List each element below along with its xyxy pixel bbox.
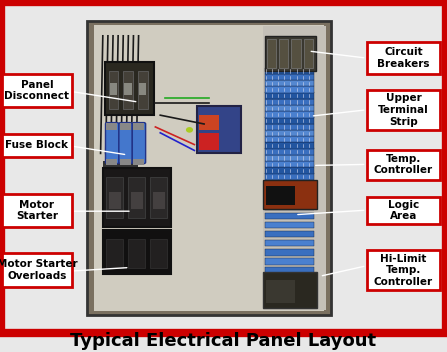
Bar [279, 39, 288, 68]
Bar [266, 186, 295, 205]
FancyBboxPatch shape [1, 2, 446, 333]
FancyBboxPatch shape [2, 134, 72, 157]
Bar [265, 99, 313, 105]
Bar [106, 159, 117, 165]
Bar [128, 239, 145, 268]
Bar [106, 177, 123, 218]
Bar [87, 21, 331, 315]
Bar [265, 258, 313, 265]
Text: Motor Starter
Overloads: Motor Starter Overloads [0, 259, 77, 281]
Bar [133, 159, 144, 165]
Bar [153, 191, 165, 209]
Bar [150, 239, 167, 268]
Bar [120, 159, 131, 165]
Bar [103, 230, 171, 274]
Bar [263, 272, 317, 308]
FancyBboxPatch shape [132, 122, 146, 164]
Bar [150, 177, 167, 218]
Text: Temp.
Controller: Temp. Controller [374, 154, 433, 175]
FancyBboxPatch shape [119, 122, 132, 164]
Bar [265, 86, 313, 93]
Bar [109, 71, 118, 109]
Bar [123, 71, 133, 109]
Bar [265, 161, 313, 168]
Bar [265, 130, 313, 136]
Bar [199, 133, 219, 150]
Bar [265, 222, 313, 228]
Text: Typical Electrical Panel Layout: Typical Electrical Panel Layout [71, 332, 376, 350]
Text: Upper
Terminal
Strip: Upper Terminal Strip [378, 93, 429, 127]
Bar [265, 185, 313, 191]
Bar [263, 180, 317, 209]
Bar [199, 115, 219, 130]
Bar [138, 71, 148, 109]
Bar [291, 39, 301, 68]
FancyBboxPatch shape [367, 42, 440, 74]
Bar [133, 122, 144, 130]
Bar [105, 62, 154, 115]
Text: Logic
Area: Logic Area [388, 200, 419, 221]
Bar [103, 161, 138, 168]
Bar [267, 39, 276, 68]
Bar [265, 80, 313, 87]
FancyBboxPatch shape [367, 197, 440, 224]
Bar [265, 231, 313, 237]
FancyBboxPatch shape [367, 90, 440, 130]
Bar [265, 105, 313, 111]
Bar [265, 167, 313, 174]
Bar [265, 149, 313, 155]
Bar [265, 74, 313, 80]
Bar [265, 68, 313, 74]
Bar [94, 25, 324, 311]
Bar [128, 177, 145, 218]
Bar [265, 194, 313, 201]
Bar [265, 142, 313, 149]
Text: Fuse Block: Fuse Block [5, 140, 68, 150]
Bar [139, 83, 146, 95]
Bar [120, 122, 131, 130]
Text: Hi-Limit
Temp.
Controller: Hi-Limit Temp. Controller [374, 253, 433, 287]
FancyBboxPatch shape [367, 150, 440, 180]
Bar [124, 83, 132, 95]
Bar [265, 124, 313, 130]
Bar [265, 117, 313, 124]
Bar [265, 36, 316, 71]
Text: Circuit
Breakers: Circuit Breakers [377, 47, 430, 69]
Bar [265, 136, 313, 143]
Bar [110, 83, 117, 95]
FancyBboxPatch shape [367, 250, 440, 290]
FancyBboxPatch shape [2, 74, 72, 107]
Text: Panel
Disconnect: Panel Disconnect [4, 80, 69, 101]
Bar [304, 39, 313, 68]
Text: Motor
Starter: Motor Starter [16, 200, 58, 221]
Bar [106, 239, 123, 268]
Bar [265, 93, 313, 99]
Bar [197, 106, 240, 153]
Bar [265, 203, 313, 210]
Bar [265, 174, 313, 180]
Bar [106, 122, 117, 130]
Bar [265, 111, 313, 118]
FancyBboxPatch shape [2, 253, 72, 287]
Bar [131, 191, 143, 209]
Bar [266, 280, 295, 303]
Bar [265, 213, 313, 219]
FancyBboxPatch shape [105, 122, 119, 164]
Bar [109, 191, 121, 209]
Bar [262, 26, 326, 310]
Bar [265, 240, 313, 246]
Bar [265, 155, 313, 161]
Bar [103, 168, 171, 227]
FancyBboxPatch shape [2, 194, 72, 227]
Bar [265, 268, 313, 274]
Bar [265, 249, 313, 256]
Circle shape [186, 127, 193, 133]
